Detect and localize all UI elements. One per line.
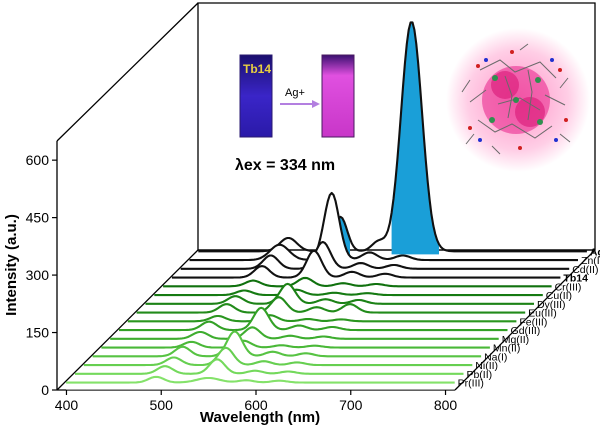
series-line-mg-ii- [110, 326, 499, 340]
series-label: Gd(III) [511, 325, 541, 337]
series-line-cr-iii- [163, 276, 552, 288]
series-line-na-i- [92, 330, 482, 358]
series-label: Ag(I) [590, 246, 600, 258]
series-line-ni-ii- [83, 346, 473, 367]
series-line-eu-iii- [136, 296, 526, 314]
series-line-fe-iii- [127, 314, 517, 323]
series-label: Fe(III) [519, 316, 547, 328]
series-line-cu-ii- [154, 288, 543, 297]
series-occluder [75, 359, 464, 381]
y-tick-label: 300 [26, 267, 50, 283]
series-occluder [66, 376, 455, 390]
series-line-cd-ii- [180, 240, 570, 270]
x-tick-label: 700 [339, 397, 363, 413]
series-occluder [119, 307, 508, 338]
series-occluder [136, 297, 526, 320]
y-axis-label: Intensity (a.u.) [3, 214, 20, 316]
series-label: Pb(II) [466, 369, 492, 381]
series-occluder [163, 277, 552, 294]
y-tick-label: 150 [26, 325, 50, 341]
series-label: Pr(III) [458, 378, 484, 390]
floor-right-edge [454, 249, 596, 391]
cuvette-left [239, 54, 273, 138]
x-tick-label: 400 [55, 397, 79, 413]
series-label: Na(I) [484, 351, 507, 363]
molecule-illustration [446, 28, 590, 172]
series-fill-ag [391, 22, 439, 255]
inset-cuvettes: Tb14 Ag+ λex = 334 nm [235, 54, 355, 174]
cuvette-left-label: Tb14 [243, 62, 271, 76]
ag-arrow-head [312, 100, 320, 108]
series-label: Mn(II) [493, 343, 520, 355]
y-tick-label: 450 [26, 210, 50, 226]
y-tick-label: 0 [41, 382, 49, 398]
series-line-ag-i- [198, 21, 587, 253]
series-label: Zn(II) [581, 255, 600, 267]
arrow-label: Ag+ [285, 87, 305, 99]
series-label: Tb14 [563, 273, 588, 285]
series-label: Eu(III) [528, 308, 557, 320]
series-line-gd-iii- [119, 306, 508, 332]
series-line-tb14 [171, 249, 561, 279]
series-label: Cr(III) [555, 281, 582, 293]
series-line-mn-ii- [101, 339, 490, 349]
y-tick-label: 600 [26, 152, 50, 168]
floor-left-edge [56, 249, 199, 391]
series-line-pr-iii- [66, 375, 455, 384]
series-line-dy-iii- [145, 282, 534, 305]
x-tick-label: 600 [244, 397, 268, 413]
series-label: Cd(II) [572, 264, 598, 276]
series-label: Mg(II) [502, 334, 529, 346]
top-left-edge [56, 2, 199, 142]
excitation-label: λex = 334 nm [235, 157, 335, 174]
series-line-pb-ii- [75, 358, 464, 375]
series-occluder [110, 327, 499, 346]
series-label: Cu(II) [546, 290, 572, 302]
axis-ticks: 400 500 600 700 800 0 150 300 450 600 [26, 152, 458, 413]
cuvette-right [321, 54, 355, 138]
x-axis-label: Wavelength (nm) [200, 409, 320, 426]
series-occluder [92, 331, 482, 364]
x-tick-label: 500 [150, 397, 174, 413]
series-occluder [180, 242, 570, 276]
series-line-zn-ii- [189, 191, 578, 262]
series-label: Ni(II) [475, 360, 498, 372]
x-tick-label: 800 [434, 397, 458, 413]
series-label: Dy(III) [537, 299, 566, 311]
series-group: Ag(I)Zn(II)Cd(II)Tb14Cr(III)Cu(II)Dy(III… [66, 21, 600, 390]
series-occluder [171, 250, 561, 285]
